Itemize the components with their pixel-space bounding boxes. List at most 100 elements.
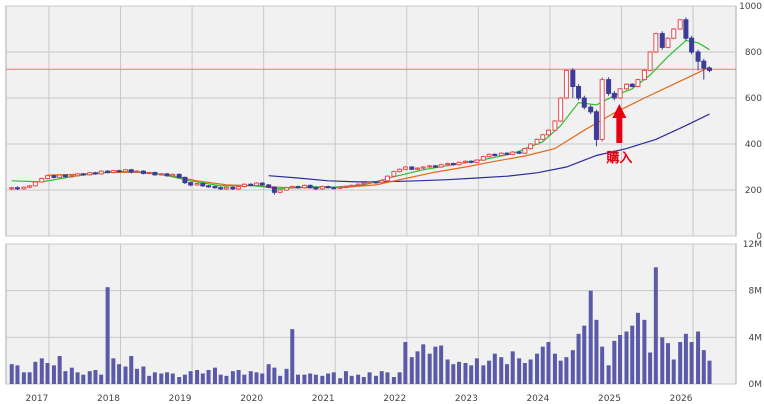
candle	[69, 174, 75, 178]
volume-bar	[69, 367, 74, 384]
volume-bar	[576, 333, 581, 384]
volume-bar	[564, 357, 569, 384]
candle	[194, 182, 200, 186]
volume-bar	[87, 371, 92, 384]
volume-bar	[618, 335, 623, 384]
volume-bar	[81, 374, 86, 384]
candle	[379, 179, 385, 184]
candle	[253, 182, 259, 187]
candle	[289, 185, 295, 189]
candle	[624, 83, 629, 90]
candles	[9, 17, 713, 195]
candle	[75, 172, 81, 177]
volume-bar	[528, 359, 533, 384]
price-y-tick-label: 800	[745, 48, 762, 58]
candle	[558, 97, 564, 122]
volume-bar	[159, 373, 164, 384]
volume-bar	[522, 363, 527, 384]
candle	[695, 49, 701, 71]
candle	[432, 164, 438, 168]
candle	[581, 95, 587, 110]
volume-bar	[224, 375, 229, 384]
volume-bar	[165, 372, 170, 384]
candle	[552, 120, 558, 132]
volume-bar	[517, 358, 522, 384]
volume-y-tick-label: 12M	[743, 240, 762, 250]
volume-bar	[39, 358, 44, 384]
candle	[462, 160, 468, 164]
candle	[391, 170, 397, 178]
volume-bar	[170, 373, 175, 384]
volume-bar	[356, 374, 361, 384]
candle	[248, 183, 254, 187]
candle	[384, 175, 390, 182]
candle	[158, 172, 164, 176]
candle	[402, 166, 408, 171]
candle	[438, 163, 444, 168]
volume-bar	[606, 365, 611, 384]
candle	[295, 185, 301, 189]
volume-panel: 12M 8M 4M 0M	[5, 240, 763, 390]
volume-bar	[326, 373, 331, 384]
candle	[671, 28, 677, 40]
volume-bar	[212, 367, 217, 384]
volume-bar	[457, 361, 462, 384]
volume-bar	[218, 374, 223, 384]
candle	[128, 168, 134, 174]
volume-bar	[27, 372, 32, 384]
candle	[540, 133, 546, 141]
candle	[486, 153, 492, 158]
candle	[9, 186, 15, 191]
candle	[522, 147, 528, 155]
volume-bar	[433, 346, 438, 384]
candle	[510, 151, 516, 156]
candle	[361, 182, 367, 186]
candle	[212, 185, 218, 189]
volume-bar	[129, 356, 134, 384]
volume-bar	[206, 370, 211, 384]
candle	[87, 171, 93, 176]
volume-bar	[284, 368, 289, 384]
candle	[409, 166, 415, 171]
candle	[617, 87, 623, 99]
ma-long-line	[268, 113, 710, 183]
volume-bar	[182, 374, 187, 384]
volume-bar	[99, 374, 104, 384]
volume-y-tick-label: 0M	[749, 380, 763, 390]
candle	[146, 171, 152, 175]
candle	[349, 184, 355, 188]
volume-bar	[278, 375, 283, 384]
price-y-tick-label: 400	[745, 140, 762, 150]
price-y-tick-label: 600	[745, 94, 762, 104]
volume-y-tick-label: 4M	[749, 333, 763, 343]
volume-bar	[343, 371, 348, 384]
volume-bar	[535, 353, 540, 384]
volume-bar	[296, 374, 300, 384]
volume-bar	[152, 372, 157, 384]
candle	[140, 170, 146, 175]
candle	[611, 91, 617, 101]
candle	[116, 169, 122, 173]
candle	[588, 104, 594, 115]
candle	[504, 152, 510, 156]
candle	[593, 109, 599, 147]
volume-bar	[439, 345, 444, 384]
volume-bar	[272, 367, 277, 384]
volume-bar	[188, 371, 193, 384]
candle	[236, 185, 242, 190]
candle	[683, 17, 689, 41]
candle	[427, 164, 433, 168]
volume-bar	[648, 352, 653, 384]
purchase-arrow	[612, 104, 627, 143]
volume-bar	[707, 360, 712, 384]
volume-bar	[248, 371, 253, 384]
volume-bar	[105, 287, 110, 384]
candle	[563, 69, 569, 99]
candle	[110, 169, 116, 174]
candle	[606, 77, 612, 96]
volume-bar	[308, 373, 313, 384]
volume-bar	[361, 377, 366, 384]
volume-bar	[147, 375, 152, 384]
candle	[415, 167, 421, 171]
volume-bar	[200, 373, 205, 384]
